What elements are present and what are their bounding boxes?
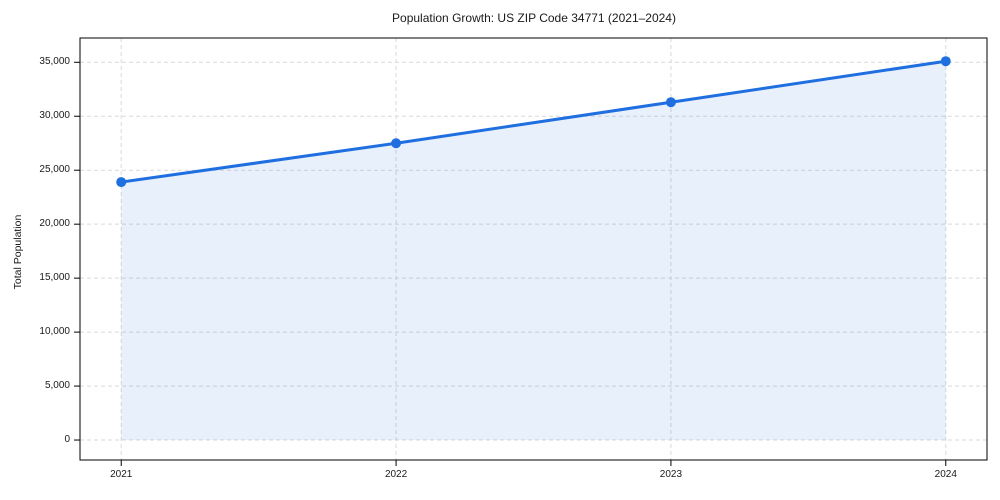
y-tick-label: 30,000: [39, 110, 70, 122]
y-tick-label: 25,000: [39, 164, 70, 176]
y-tick-label: 10,000: [39, 326, 70, 338]
y-tick-label: 0: [64, 434, 70, 446]
x-tick-label: 2021: [110, 469, 133, 480]
x-tick-label: 2023: [659, 469, 683, 480]
x-tick-label: 2022: [384, 469, 408, 480]
y-tick-label: 15,000: [39, 272, 70, 284]
y-tick-label: 20,000: [39, 218, 70, 230]
chart-title: Population Growth: US ZIP Code 34771 (20…: [392, 11, 676, 25]
x-tick-label: 2024: [934, 469, 957, 480]
y-tick-label: 5,000: [44, 380, 70, 392]
plot-border: [79, 37, 988, 461]
data-point-marker: [940, 56, 951, 67]
data-point-marker: [116, 177, 127, 188]
data-point-marker: [665, 97, 676, 108]
data-line: [119, 59, 948, 184]
data-point-marker: [391, 138, 402, 149]
y-tick-label: 35,000: [39, 56, 70, 68]
area-fill: [121, 61, 946, 441]
